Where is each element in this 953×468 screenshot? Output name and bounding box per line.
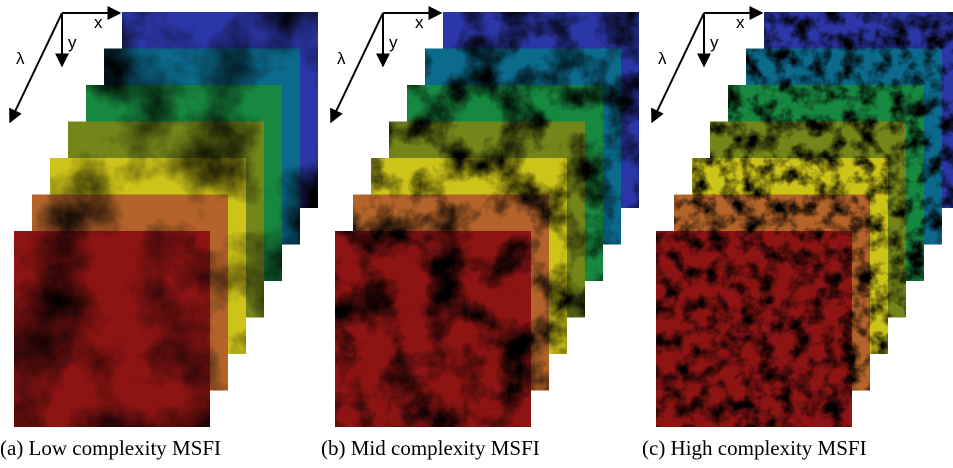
axis-label: x <box>736 13 745 32</box>
panel: xy λ (c) High complexity MSFI <box>642 6 953 460</box>
axis-label: λ <box>658 49 667 68</box>
caption: (b) Mid complexity MSFI <box>321 436 540 460</box>
axis-label: λ <box>16 49 25 68</box>
axis-arrow <box>330 12 384 124</box>
axes-icon: xy λ <box>9 6 122 124</box>
axis-label: y <box>710 33 719 52</box>
caption: (c) High complexity MSFI <box>642 436 867 460</box>
panel: xy λ (a) Low complexity MSFI <box>0 6 318 460</box>
axes-icon: xy λ <box>330 6 443 124</box>
axis-arrow <box>651 12 705 124</box>
axes-icon: xy λ <box>651 6 764 124</box>
axis-label: y <box>389 33 398 52</box>
spectral-slice <box>335 231 531 427</box>
spectral-slice <box>656 231 852 427</box>
caption: (a) Low complexity MSFI <box>0 436 221 460</box>
axis-label: x <box>415 13 424 32</box>
axis-label: y <box>68 33 77 52</box>
axis-arrow <box>9 12 63 124</box>
spectral-slice <box>14 231 210 427</box>
panel: xy λ (b) Mid complexity MSFI <box>321 6 639 460</box>
axis-label: λ <box>337 49 346 68</box>
axis-label: x <box>94 13 103 32</box>
